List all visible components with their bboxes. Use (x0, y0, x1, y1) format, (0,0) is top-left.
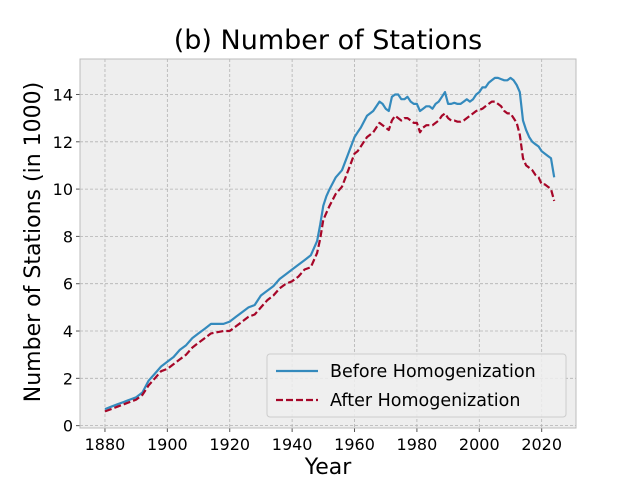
plot-frame (79, 58, 577, 429)
x-tick-label: 1980 (397, 435, 438, 454)
x-tick-label: 1960 (334, 435, 375, 454)
y-tick-label: 12 (53, 133, 73, 152)
x-tick-label: 1880 (85, 435, 126, 454)
legend-label-2: After Homogenization (330, 391, 520, 411)
y-tick-label: 14 (53, 85, 73, 104)
legend-box (266, 353, 567, 418)
legend: Before Homogenization After Homogenizatio… (266, 353, 567, 418)
chart-title: (b) Number of Stations (174, 25, 483, 56)
x-tick-label: 2020 (521, 435, 562, 454)
series-line-1 (104, 76, 556, 411)
legend-label-1: Before Homogenization (330, 362, 536, 382)
x-tick-label: 1920 (209, 435, 250, 454)
y-tick-label: 10 (53, 180, 73, 199)
y-tick-label: 4 (63, 322, 73, 341)
y-tick-label: 2 (63, 369, 73, 388)
x-tick-label: 1940 (272, 435, 313, 454)
y-tick-label: 6 (63, 275, 73, 294)
x-tick-label: 2000 (459, 435, 500, 454)
y-tick-label: 0 (63, 417, 73, 436)
y-tick-label: 8 (63, 227, 73, 246)
x-tick-label: 1900 (147, 435, 188, 454)
y-axis-label: Number of Stations (in 1000) (21, 82, 46, 402)
series-line-2 (104, 100, 556, 413)
x-axis-label: Year (304, 455, 353, 480)
